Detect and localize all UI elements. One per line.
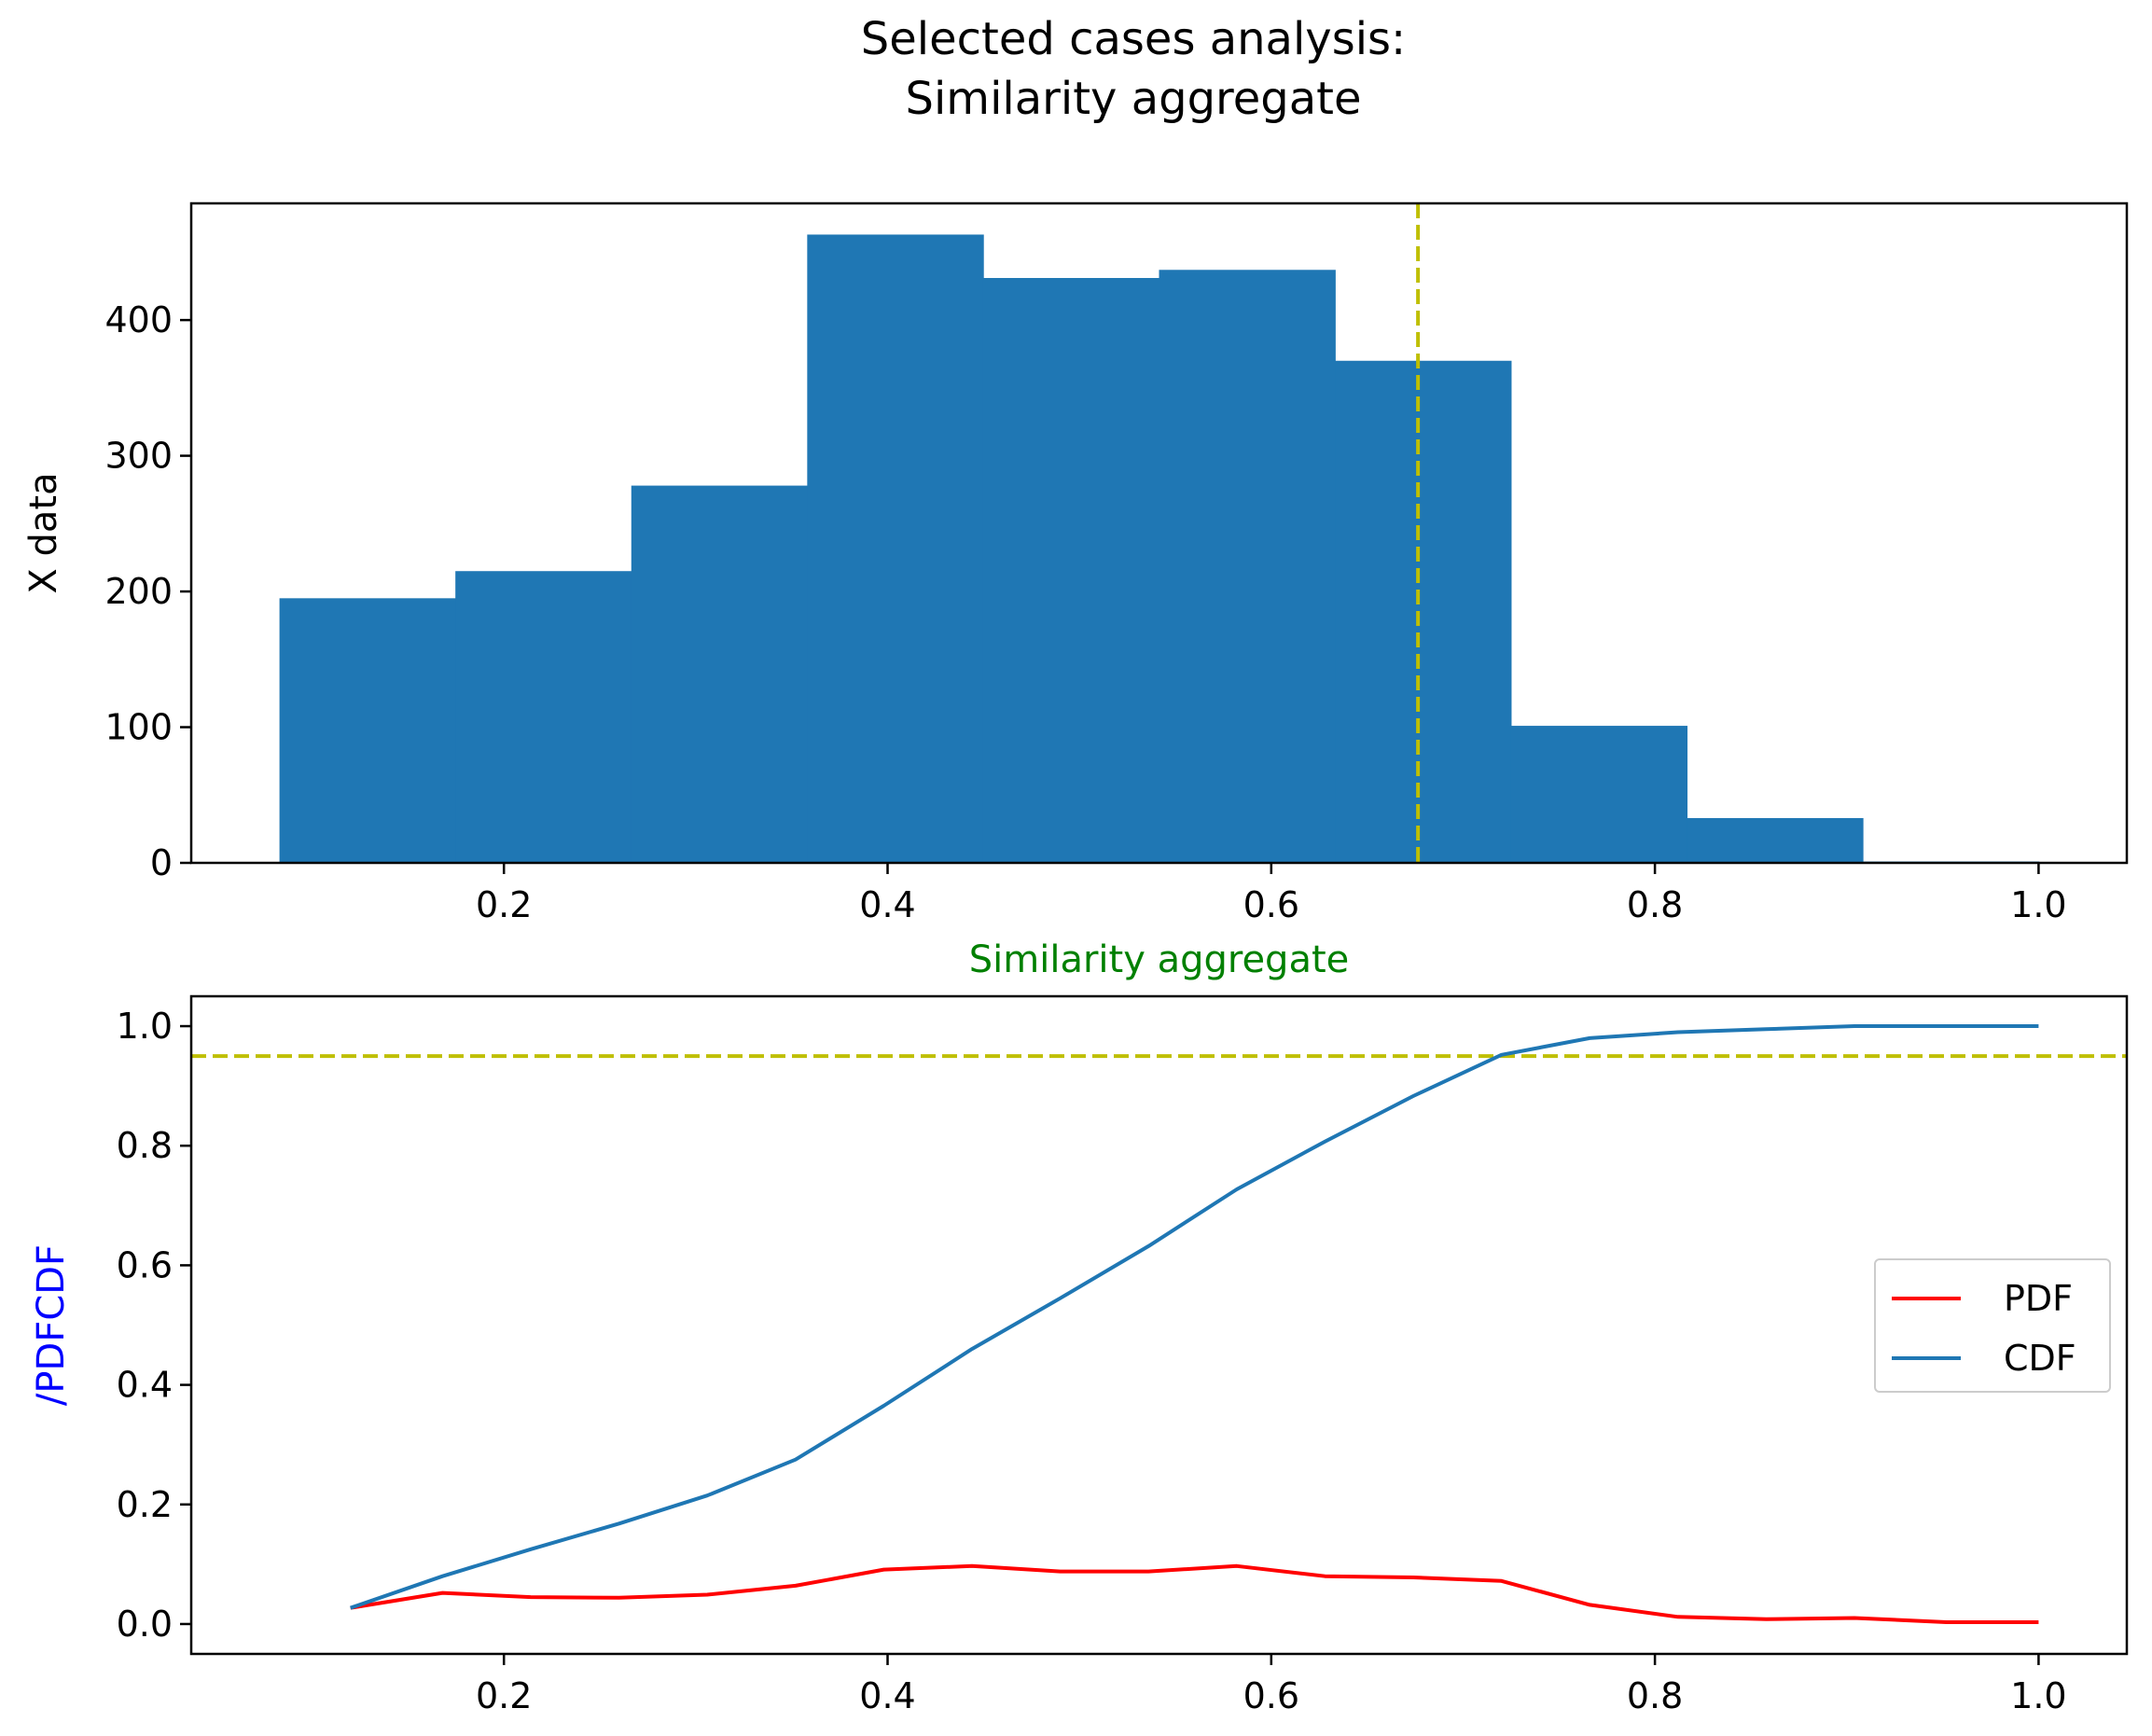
histogram-bar: [982, 278, 1160, 864]
histogram-bar: [1335, 360, 1512, 863]
x-tick-label: 0.4: [859, 884, 915, 925]
histogram-bar: [279, 598, 456, 863]
cdf-line: [350, 1024, 2039, 1610]
y-tick-label: 100: [104, 707, 173, 748]
histogram-x-ticks: 0.2 0.4 0.6 0.8 1.0: [476, 863, 2067, 925]
y-tick-label: 0: [150, 842, 173, 883]
distribution-frame: [189, 994, 2129, 1656]
distribution-lines: [350, 1024, 2039, 1624]
histogram-frame: [189, 201, 2129, 865]
figure-title-line-1: Selected cases analysis:: [861, 13, 1406, 65]
distribution-x-ticks: 0.2 0.4 0.6 0.8 1.0: [476, 1654, 2067, 1716]
histogram-bar: [1159, 270, 1336, 864]
x-tick-label: 0.6: [1243, 884, 1299, 925]
histogram-y-label: X data: [22, 472, 65, 593]
x-tick-label: 0.2: [476, 1675, 532, 1716]
x-tick-label: 0.8: [1627, 1675, 1683, 1716]
histogram-bar: [1687, 817, 1864, 863]
histogram-x-label: Similarity aggregate: [969, 938, 1350, 981]
histogram-bar: [455, 571, 632, 863]
x-tick-label: 0.2: [476, 884, 532, 925]
y-tick-label: 1.0: [117, 1006, 173, 1047]
legend-cdf-label: CDF: [2004, 1338, 2076, 1379]
y-tick-label: 0.4: [117, 1365, 173, 1406]
legend: PDF CDF: [1874, 1258, 2111, 1393]
histogram-bar: [807, 234, 984, 863]
y-tick-label: 0.2: [117, 1484, 173, 1525]
distribution-axes: 0.2 0.4 0.6 0.8 1.0 0.0 0.2 0.4 0.6 0.8 1.0 /PDFC…: [30, 994, 2129, 1716]
x-tick-label: 0.4: [859, 1675, 915, 1716]
histogram-bars: [279, 234, 2040, 864]
y-tick-label: 0.8: [117, 1125, 173, 1166]
legend-pdf-label: PDF: [2004, 1278, 2073, 1319]
distribution-y-ticks: 0.0 0.2 0.4 0.6 0.8 1.0: [117, 1006, 191, 1645]
distribution-y-label: /PDFCDF: [30, 1244, 73, 1406]
histogram-axes: 0.2 0.4 0.6 0.8 1.0 0 100 200 300 400 Similarity…: [22, 201, 2129, 981]
y-tick-label: 200: [104, 571, 173, 612]
y-tick-label: 0.0: [117, 1604, 173, 1645]
x-tick-label: 1.0: [2010, 884, 2066, 925]
histogram-bar: [631, 485, 809, 863]
y-tick-label: 300: [104, 436, 173, 477]
pdf-line: [350, 1563, 2039, 1624]
y-tick-label: 400: [104, 299, 173, 340]
histogram-y-ticks: 0 100 200 300 400: [104, 299, 191, 883]
x-tick-label: 0.8: [1627, 884, 1683, 925]
x-tick-label: 0.6: [1243, 1675, 1299, 1716]
figure-title-line-2: Similarity aggregate: [906, 73, 1362, 125]
x-tick-label: 1.0: [2010, 1675, 2066, 1716]
y-tick-label: 0.6: [117, 1244, 173, 1285]
histogram-bar: [1510, 726, 1688, 863]
